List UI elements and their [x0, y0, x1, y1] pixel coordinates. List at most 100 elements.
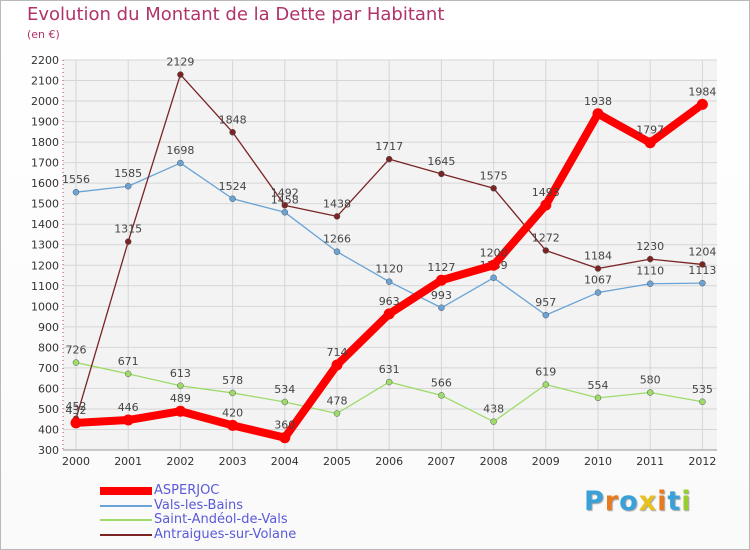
y-tick-label: 900: [38, 321, 59, 334]
legend-swatch: [100, 487, 152, 495]
data-label: 1698: [166, 144, 194, 157]
data-label: 1585: [114, 167, 142, 180]
y-tick-label: 400: [38, 423, 59, 436]
data-label: 671: [118, 355, 139, 368]
data-point: [699, 279, 706, 287]
y-tick-label: 500: [38, 403, 59, 416]
data-label: 726: [66, 344, 87, 357]
data-point: [72, 359, 80, 366]
legend-swatch: [100, 519, 152, 521]
x-tick-label: 2008: [480, 455, 508, 468]
data-point: [331, 359, 343, 371]
legend-swatch: [100, 533, 152, 536]
data-point: [438, 304, 445, 312]
x-tick-label: 2006: [375, 455, 403, 468]
data-label: 1438: [323, 197, 351, 210]
logo-letter: r: [604, 486, 620, 517]
data-point: [488, 259, 500, 271]
y-tick-label: 2000: [31, 95, 59, 108]
logo-letter: i: [681, 486, 692, 517]
data-label: 489: [170, 392, 191, 405]
legend-label: Vals-les-Bains: [154, 497, 244, 513]
y-tick-label: 1000: [31, 300, 59, 313]
data-point: [490, 418, 497, 425]
data-label: 1645: [427, 155, 455, 168]
data-label: 963: [379, 295, 400, 308]
data-label: 420: [222, 406, 243, 419]
data-label: 1113: [688, 264, 716, 277]
logo-letter: P: [584, 486, 605, 517]
data-point: [594, 265, 602, 272]
x-tick-label: 2012: [688, 455, 716, 468]
logo-letter: i: [657, 486, 668, 517]
data-label: 580: [640, 374, 661, 387]
data-point: [542, 381, 550, 388]
y-tick-label: 800: [38, 341, 59, 354]
y-tick-label: 2200: [31, 54, 59, 67]
data-label: 619: [535, 366, 556, 379]
data-point: [281, 202, 289, 209]
data-label: 1120: [375, 263, 403, 276]
y-tick-label: 1200: [31, 259, 59, 272]
chart-title: Evolution du Montant de la Dette par Hab…: [27, 4, 445, 25]
data-label: 1184: [584, 250, 612, 263]
data-label: 1984: [688, 85, 716, 98]
data-label: 554: [588, 379, 609, 392]
data-label: 1848: [219, 113, 247, 126]
data-point: [385, 155, 393, 163]
data-point: [594, 289, 602, 296]
data-point: [124, 182, 132, 190]
data-label: 1110: [636, 265, 664, 278]
data-label: 631: [379, 363, 400, 376]
data-label: 566: [431, 376, 452, 389]
y-tick-label: 300: [38, 444, 59, 457]
y-tick-label: 1100: [31, 280, 59, 293]
data-label: 452: [66, 400, 87, 413]
data-point: [229, 389, 236, 397]
data-point: [646, 280, 654, 287]
data-label: 1272: [532, 231, 560, 244]
data-point: [696, 98, 708, 110]
data-label: 432: [66, 404, 87, 417]
data-point: [174, 405, 186, 417]
data-label: 1230: [636, 240, 664, 253]
logo-letter: o: [619, 486, 639, 517]
x-tick-label: 2009: [532, 455, 560, 468]
y-tick-label: 1500: [31, 198, 59, 211]
x-tick-label: 2010: [584, 455, 612, 468]
data-point: [122, 414, 134, 426]
logo-letter: x: [638, 486, 658, 517]
y-tick-label: 1800: [31, 136, 59, 149]
data-point: [124, 370, 132, 378]
data-point: [333, 410, 341, 417]
data-point: [281, 398, 289, 406]
y-tick-label: 1900: [31, 116, 59, 129]
data-label: 1556: [62, 173, 90, 186]
data-label: 446: [118, 401, 139, 414]
x-tick-label: 2005: [323, 455, 351, 468]
data-point: [646, 255, 654, 263]
data-label: 438: [483, 403, 504, 416]
data-point: [333, 213, 341, 220]
y-tick-label: 2100: [31, 75, 59, 88]
data-label: 1266: [323, 233, 351, 246]
data-label: 578: [222, 374, 243, 387]
y-tick-label: 600: [38, 382, 59, 395]
y-tick-label: 1700: [31, 157, 59, 170]
data-label: 478: [327, 394, 348, 407]
data-point: [70, 417, 82, 429]
x-tick-label: 2004: [271, 455, 299, 468]
x-tick-label: 2002: [166, 455, 194, 468]
proxiti-logo: Proxiti: [584, 486, 692, 517]
legend-label: Saint-Andéol-de-Vals: [154, 512, 288, 527]
data-label: 1315: [114, 223, 142, 236]
data-point: [333, 248, 341, 255]
data-point: [699, 261, 706, 268]
data-point: [385, 378, 393, 386]
data-point: [281, 209, 289, 216]
data-point: [383, 308, 395, 320]
data-point: [229, 195, 236, 203]
data-point: [540, 199, 552, 211]
data-label: 1797: [636, 124, 664, 137]
data-point: [542, 247, 550, 254]
